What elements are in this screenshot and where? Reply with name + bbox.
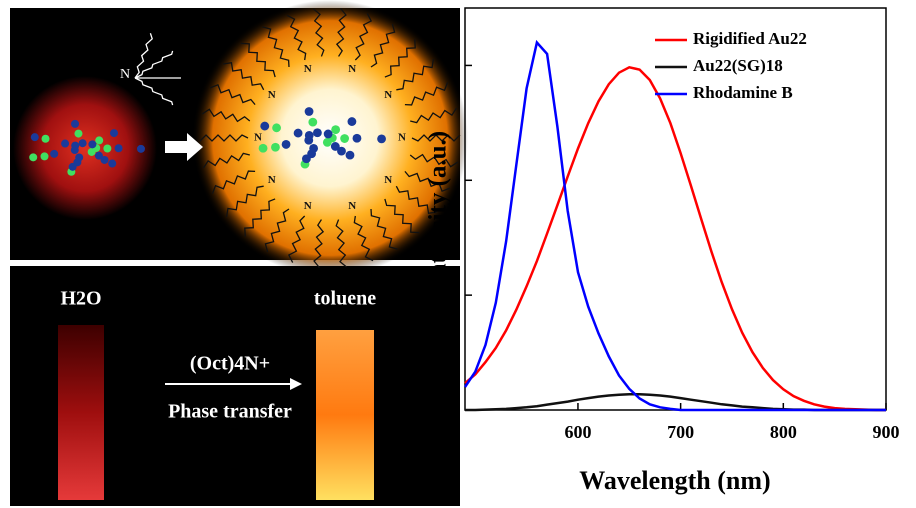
aqueous-cluster-glow <box>13 76 157 220</box>
atom <box>88 140 96 148</box>
atom <box>331 125 340 134</box>
atom <box>271 143 280 152</box>
cuvette-toluene <box>316 330 374 500</box>
ligand-n: N <box>304 200 312 212</box>
atom <box>282 140 291 149</box>
atom <box>61 140 69 148</box>
atom <box>108 160 116 168</box>
atom <box>313 128 322 137</box>
atom <box>309 144 318 153</box>
atom <box>260 122 269 131</box>
atom <box>302 154 311 163</box>
cuvette-water <box>58 325 104 500</box>
atom <box>272 123 281 132</box>
atom <box>88 148 96 156</box>
process-label: Phase transfer <box>168 401 292 423</box>
atom <box>71 142 79 150</box>
ligand-n: N <box>268 89 276 101</box>
x-tick-label: 700 <box>667 422 694 442</box>
atom <box>95 136 103 144</box>
ligand-n: N <box>384 89 392 101</box>
atom <box>377 135 386 144</box>
ligand-n: N <box>348 200 356 212</box>
atom <box>69 163 77 171</box>
x-tick-label: 900 <box>873 422 900 442</box>
y-axis-label: Intensity (a.u.) <box>425 131 452 287</box>
series-line <box>465 67 886 410</box>
atom <box>101 156 109 164</box>
ammonium-label: N <box>120 67 130 82</box>
x-axis-label: Wavelength (nm) <box>579 466 770 495</box>
atom <box>346 151 355 160</box>
atom <box>50 150 58 158</box>
atom <box>305 107 314 116</box>
atom <box>40 152 48 160</box>
ligand-n: N <box>254 132 262 144</box>
atom <box>353 134 362 143</box>
ligand-n: N <box>384 174 392 186</box>
ligand-n: N <box>348 63 356 75</box>
atom <box>42 135 50 143</box>
legend-label: Rhodamine B <box>693 83 793 102</box>
atom <box>337 147 346 156</box>
atom <box>323 138 332 147</box>
atom <box>294 129 303 138</box>
toluene-label: toluene <box>314 288 376 310</box>
atom <box>137 145 145 153</box>
atom <box>308 118 317 127</box>
legend-label: Rigidified Au22 <box>693 29 807 48</box>
water-label: H2O <box>60 288 101 310</box>
figure: N H2O toluene (Oct)4N+ Phase transfer N N… <box>0 0 916 508</box>
x-tick-label: 600 <box>564 422 591 442</box>
plot-frame <box>465 8 886 410</box>
atom <box>75 153 83 161</box>
atom <box>71 120 79 128</box>
atom <box>74 130 82 138</box>
chart: Intensity (a.u.) Wavelength (nm) 600 700 8… <box>425 8 900 495</box>
ligand-n: N <box>268 174 276 186</box>
series-line <box>465 394 886 410</box>
ligand-n: N <box>304 63 312 75</box>
atom <box>103 144 111 152</box>
x-tick-label: 800 <box>770 422 797 442</box>
legend-label: Au22(SG)18 <box>693 56 783 75</box>
atom <box>110 129 118 137</box>
series-line <box>465 43 886 411</box>
atom <box>115 144 123 152</box>
atom <box>305 131 314 140</box>
atom <box>29 153 37 161</box>
atom <box>340 134 349 143</box>
ligand-n: N <box>398 132 406 144</box>
atom <box>348 117 357 126</box>
atom <box>259 144 268 153</box>
atom <box>79 139 87 147</box>
atom <box>31 133 39 141</box>
reagent-label: (Oct)4N+ <box>190 353 270 375</box>
atom <box>324 130 333 139</box>
left-panels: N H2O toluene (Oct)4N+ Phase transfer N N… <box>10 0 468 506</box>
